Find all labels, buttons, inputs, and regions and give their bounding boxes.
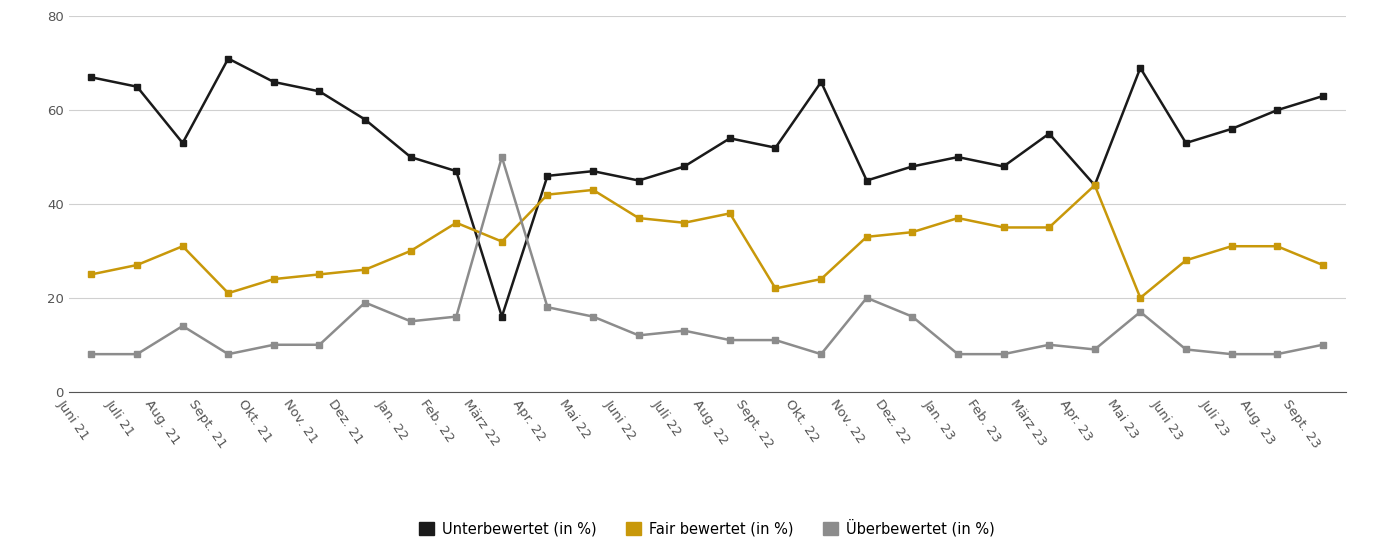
Legend: Unterbewertet (in %), Fair bewertet (in %), Überbewertet (in %): Unterbewertet (in %), Fair bewertet (in … [413, 513, 1001, 542]
